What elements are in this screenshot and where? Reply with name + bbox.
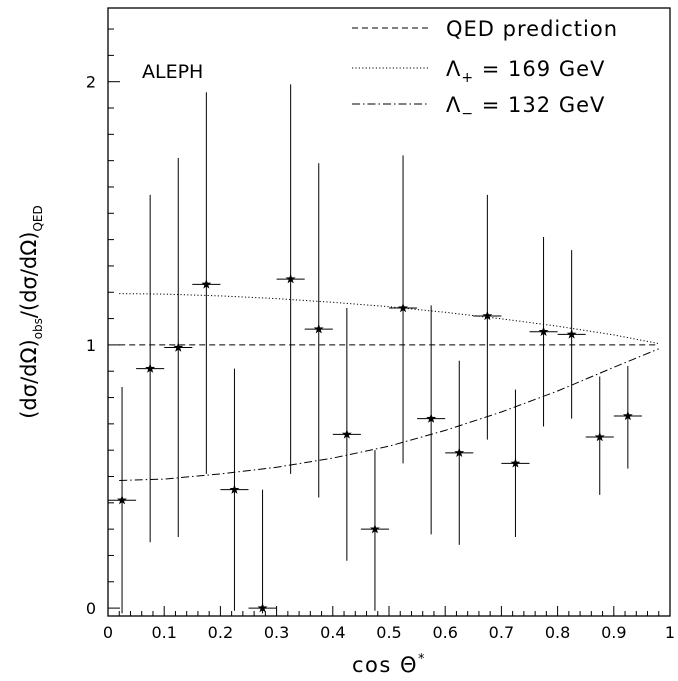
experiment-label: ALEPH [142, 61, 203, 83]
legend-lambda: Λ [446, 57, 461, 81]
data-point-star [594, 431, 605, 442]
data-point-star [201, 279, 212, 289]
x-tick-label: 0.5 [376, 623, 401, 642]
data-point-star [510, 458, 521, 468]
data-point-star [257, 602, 268, 613]
y-tick-label: 2 [86, 73, 96, 92]
data-point-star [454, 447, 465, 458]
data-point-star [426, 413, 437, 423]
data-point-star [285, 273, 296, 284]
y-tick-label: 0 [86, 599, 96, 618]
legend-lambda: Λ [446, 93, 461, 117]
data-point-star [341, 429, 352, 439]
x-tick-label: 0.3 [264, 623, 289, 642]
x-tick-label: 0.7 [489, 623, 514, 642]
x-tick-label: 0.4 [320, 623, 345, 642]
data-point-star [622, 410, 633, 421]
curve-dashdot [119, 348, 659, 481]
data-point-star [370, 523, 380, 534]
y-axis-title: (dσ/dΩ)obs/(dσ/dΩ)QED [17, 205, 45, 419]
x-tick-label: 0 [103, 623, 113, 642]
data-point-star [398, 302, 408, 313]
y-axis-title-part: (dσ/dΩ) [17, 339, 41, 418]
legend-label: QED prediction [446, 17, 618, 41]
x-tick-label: 0.6 [432, 623, 457, 642]
x-tick-label: 0.8 [545, 623, 570, 642]
y-tick-label: 1 [86, 336, 96, 355]
data-point-star [566, 329, 577, 339]
legend-subscript: − [461, 106, 474, 122]
x-axis-title: cos Θ* [352, 652, 426, 677]
data-point-star [173, 342, 184, 352]
legend-subscript: + [461, 70, 474, 86]
legend-label: Λ+ = 169 GeV [446, 57, 605, 86]
x-tick-label: 0.9 [601, 623, 626, 642]
data-point-star [145, 363, 156, 373]
y-axis-title-part: QED [31, 205, 45, 231]
data-point-star [117, 494, 127, 505]
x-tick-label: 1 [665, 623, 675, 642]
legend-label: Λ− = 132 GeV [446, 93, 605, 122]
x-axis-title-star: * [418, 652, 426, 667]
y-axis-title-part: obs [31, 318, 45, 339]
legend-value: = 132 GeV [474, 93, 605, 117]
curve-dotted [119, 293, 659, 345]
x-tick-label: 0.1 [151, 623, 176, 642]
x-tick-label: 0.2 [208, 623, 233, 642]
data-point-star [313, 323, 324, 334]
data-point-star [229, 484, 240, 494]
data-point-star [482, 310, 493, 321]
data-point-star [538, 326, 549, 336]
y-axis-title-part: /(dσ/dΩ) [17, 232, 41, 319]
x-axis-title-main: cos Θ [352, 653, 418, 677]
legend-value: = 169 GeV [474, 57, 605, 81]
